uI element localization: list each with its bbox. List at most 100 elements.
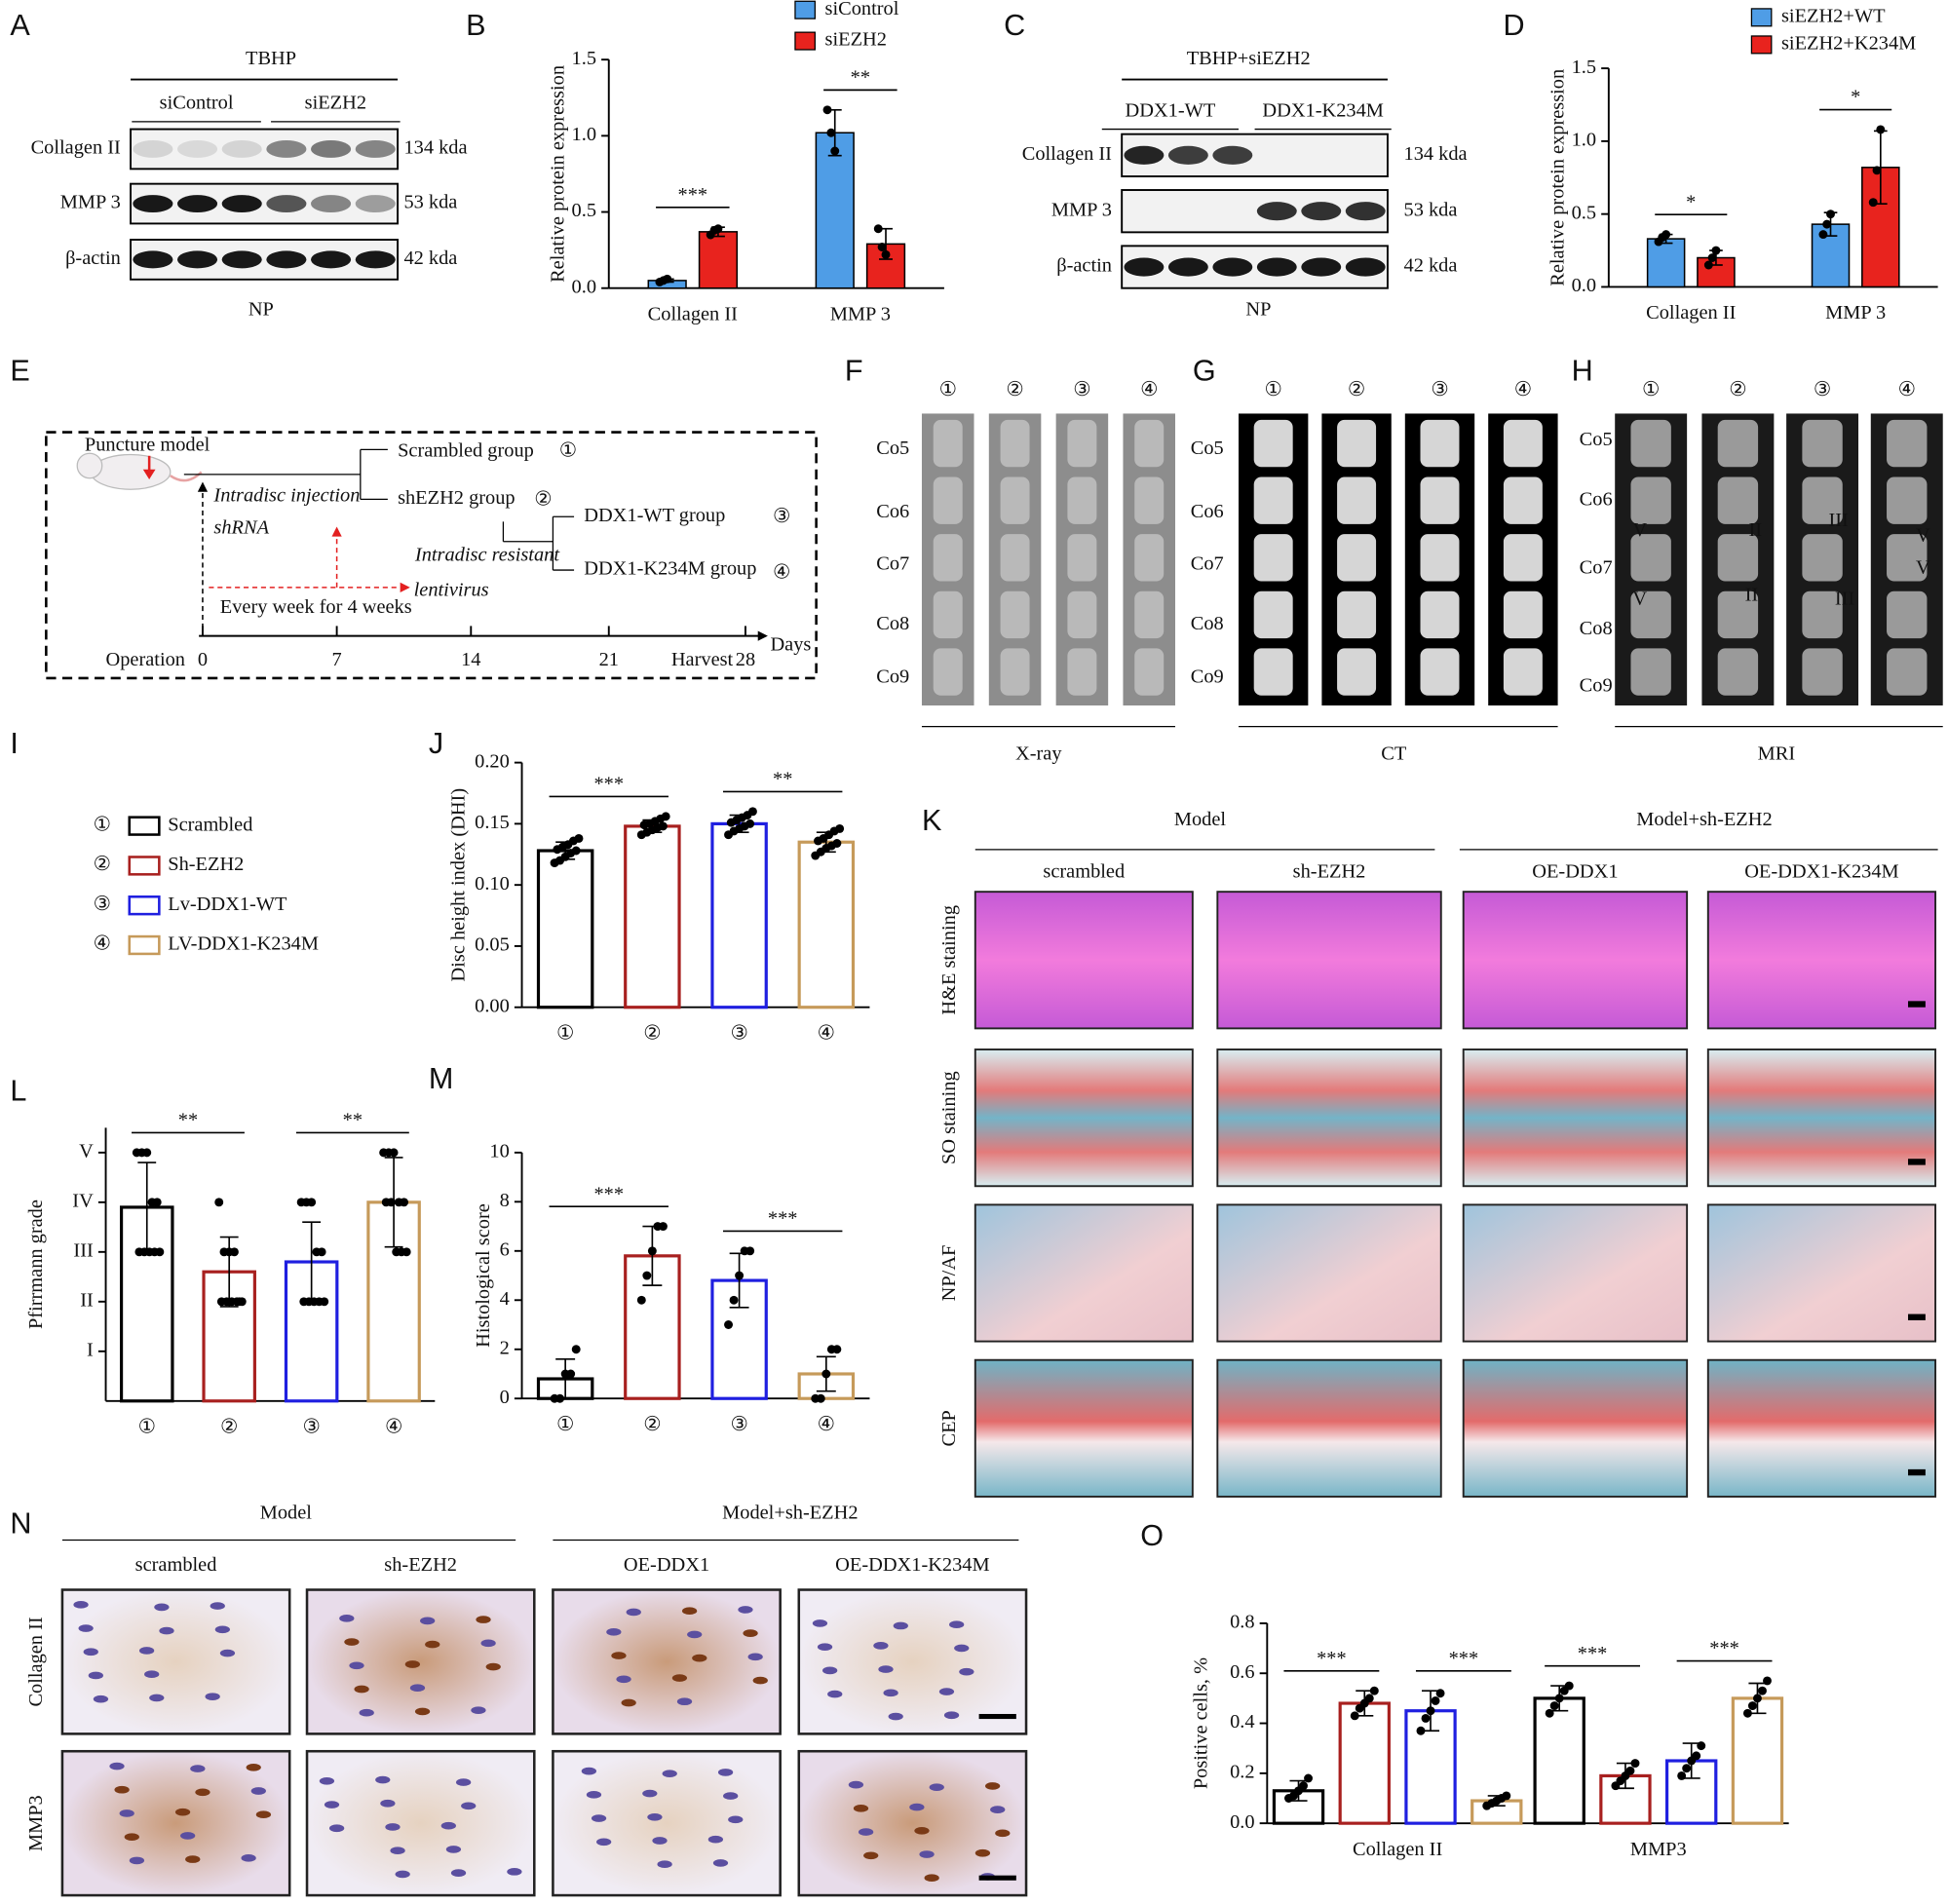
blot-row-label: β-actin: [1056, 255, 1112, 277]
scale-bar: [1908, 1159, 1926, 1165]
schematic-text: Puncture model: [85, 434, 210, 455]
level-label: Co5: [876, 438, 909, 459]
data-point: [647, 1246, 657, 1256]
x-tick-label: MMP 3: [830, 303, 891, 324]
legend-swatch: [1750, 8, 1773, 27]
vertebra: [1420, 476, 1460, 524]
cell: [712, 1859, 729, 1867]
image-column-marker: ③: [1814, 379, 1831, 400]
mri-grade: II: [1748, 519, 1762, 541]
legend-swatch: [128, 934, 161, 956]
data-point: [1554, 1694, 1564, 1703]
column-label: OE-DDX1-K234M: [1744, 861, 1898, 883]
cell: [380, 1799, 396, 1808]
ihc-image: [552, 1588, 782, 1735]
cell: [995, 1829, 1011, 1838]
row-label: NP/AF: [938, 1245, 960, 1302]
group-label: Model+sh-EZH2: [722, 1502, 858, 1523]
legend-swatch: [794, 0, 816, 19]
bar: [710, 821, 768, 1009]
blot-band: [266, 195, 307, 213]
blot-title: TBHP: [246, 48, 296, 69]
significance-label: ***: [593, 774, 624, 795]
cell: [344, 1638, 360, 1646]
scale-bar: [978, 1875, 1016, 1881]
cell: [485, 1662, 501, 1671]
blot-group: DDX1-WT: [1125, 99, 1215, 121]
vertebra: [1337, 648, 1377, 696]
image-column-marker: ②: [1729, 379, 1746, 400]
legend-label: siEZH2+WT: [1781, 6, 1886, 27]
data-point: [320, 1297, 329, 1307]
column-label: sh-EZH2: [1293, 861, 1366, 883]
data-point: [832, 1345, 842, 1354]
panel-label: J: [429, 727, 443, 760]
vertebra: [1887, 648, 1928, 696]
cell: [752, 1676, 768, 1685]
blot-band: [1212, 257, 1253, 277]
blot-band: [221, 139, 262, 158]
cell: [159, 1626, 174, 1635]
y-tick-label: 4: [500, 1288, 510, 1310]
cell: [409, 1684, 426, 1693]
vertebra: [1630, 534, 1671, 582]
y-axis-label: Positive cells, %: [1191, 1657, 1212, 1789]
vertebra: [933, 590, 963, 639]
image-column-marker: ①: [939, 379, 957, 400]
y-tick-label: 0.6: [1230, 1661, 1254, 1683]
histology-image: [1706, 1048, 1937, 1188]
data-point: [574, 833, 584, 843]
blot-strip: [1121, 133, 1389, 177]
cell: [210, 1602, 225, 1610]
cell: [581, 1767, 597, 1775]
panel-label: O: [1140, 1519, 1164, 1552]
cell: [681, 1607, 698, 1616]
data-point: [1868, 198, 1878, 208]
data-point: [724, 1320, 733, 1329]
cell: [821, 1666, 838, 1675]
vertebra: [1503, 419, 1543, 468]
cell: [657, 1860, 672, 1869]
data-point: [400, 1198, 409, 1207]
vertebra: [1000, 476, 1030, 524]
data-point: [1549, 1701, 1559, 1711]
panel-label: H: [1572, 354, 1593, 387]
level-label: Co8: [1191, 613, 1224, 634]
legend-swatch: [128, 856, 161, 876]
cell: [241, 1854, 256, 1862]
x-tick-label: MMP3: [1630, 1839, 1687, 1860]
cell: [450, 1869, 467, 1877]
y-tick-label: I: [87, 1339, 94, 1360]
x-tick-label: ④: [385, 1416, 402, 1437]
blot-size: 42 kda: [1404, 255, 1458, 277]
row-label: Collagen II: [25, 1617, 47, 1706]
vertebra: [1134, 534, 1165, 582]
timeline-label: 0: [198, 649, 208, 670]
y-tick-label: 1.5: [572, 48, 596, 69]
data-point: [571, 846, 581, 856]
legend-label: siControl: [825, 0, 899, 19]
data-point: [1763, 1676, 1772, 1686]
bar: [624, 824, 681, 1009]
legend-marker: ①: [94, 814, 111, 835]
y-tick-label: 0.15: [475, 812, 510, 833]
blot-row-label: β-actin: [65, 248, 121, 269]
vertebra: [1802, 648, 1843, 696]
data-point: [566, 1369, 576, 1379]
data-point: [1872, 166, 1882, 175]
legend-label: siEZH2: [825, 29, 887, 51]
vertebra: [1802, 590, 1843, 639]
cell: [671, 1674, 688, 1682]
panel-label: M: [429, 1062, 453, 1095]
data-point: [1416, 1726, 1426, 1735]
cell: [440, 1821, 456, 1830]
blot-band: [311, 139, 352, 158]
image-column-marker: ②: [1006, 379, 1023, 400]
histology-image: [974, 1358, 1194, 1498]
cell: [149, 1694, 165, 1702]
blot-size: 134 kda: [1404, 143, 1468, 165]
level-label: Co7: [876, 553, 909, 575]
row-label: CEP: [938, 1410, 960, 1446]
image-column-marker: ④: [1140, 379, 1158, 400]
cell: [863, 1851, 879, 1860]
